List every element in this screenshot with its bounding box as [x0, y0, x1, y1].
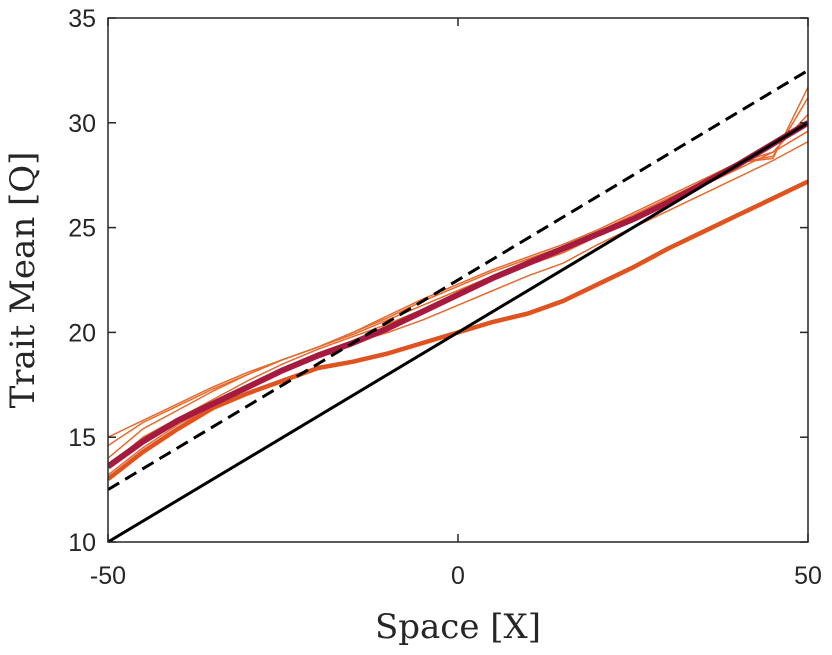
axis-ticks: -50 0 50 10 15 20 25 30 35: [68, 5, 822, 590]
series-line-6: [108, 86, 808, 438]
reference-lines: [108, 69, 808, 542]
x-tick-label: 0: [451, 562, 465, 590]
y-tick-label: 30: [68, 110, 96, 138]
y-axis-label: Trait Mean [Q]: [3, 152, 43, 409]
y-tick-label: 10: [68, 529, 96, 557]
y-tick-label: 35: [68, 5, 96, 33]
dashed-reference-line: [108, 69, 808, 491]
x-tick-label: 50: [794, 562, 822, 590]
x-tick-label: -50: [90, 562, 126, 590]
series-layer: [108, 86, 808, 481]
x-axis-label: Space [X]: [375, 607, 541, 647]
series-line-7: [108, 120, 808, 469]
solid-reference-line: [108, 121, 808, 542]
y-tick-label: 20: [68, 319, 96, 347]
y-tick-label: 15: [68, 424, 96, 452]
y-tick-label: 25: [68, 215, 96, 243]
